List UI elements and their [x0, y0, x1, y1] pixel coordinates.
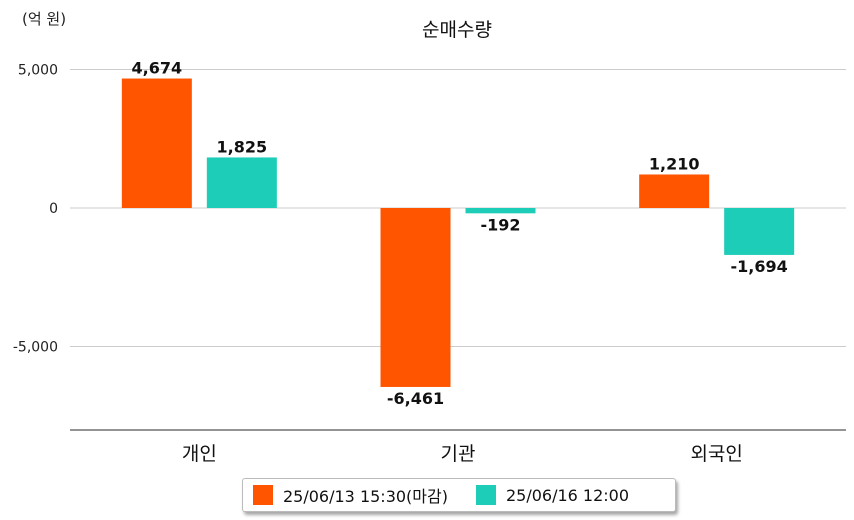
- data-label: 1,825: [217, 137, 268, 156]
- x-tick-label: 개인: [182, 443, 217, 465]
- bar[interactable]: [465, 208, 536, 214]
- bar[interactable]: [639, 174, 710, 208]
- data-label: 1,210: [649, 154, 700, 173]
- y-tick-label: 5,000: [18, 63, 58, 79]
- unit-label: (억 원): [22, 10, 67, 28]
- data-label: -1,694: [731, 257, 788, 276]
- data-label: 4,674: [132, 59, 183, 78]
- x-tick-label: 기관: [441, 443, 476, 465]
- legend-item-series-1[interactable]: 25/06/13 15:30(마감): [253, 483, 448, 507]
- y-tick-label: 0: [49, 201, 58, 217]
- x-tick-label: 외국인: [690, 443, 742, 465]
- bar[interactable]: [724, 208, 795, 255]
- legend-swatch-series-2: [475, 485, 496, 505]
- legend: 25/06/13 15:30(마감) 25/06/16 12:00: [242, 478, 676, 512]
- legend-label-series-1: 25/06/13 15:30(마감): [283, 487, 448, 506]
- bar[interactable]: [380, 208, 451, 387]
- legend-label-series-2: 25/06/16 12:00: [505, 485, 630, 505]
- y-tick-label: -5,000: [13, 340, 58, 356]
- data-label: -6,461: [387, 389, 444, 408]
- legend-item-series-2[interactable]: 25/06/16 12:00: [475, 485, 630, 505]
- bar[interactable]: [206, 157, 277, 208]
- data-label: -192: [480, 215, 520, 234]
- legend-swatch-series-1: [253, 485, 273, 505]
- bar[interactable]: [121, 78, 192, 208]
- chart-title: 순매수량: [422, 19, 492, 41]
